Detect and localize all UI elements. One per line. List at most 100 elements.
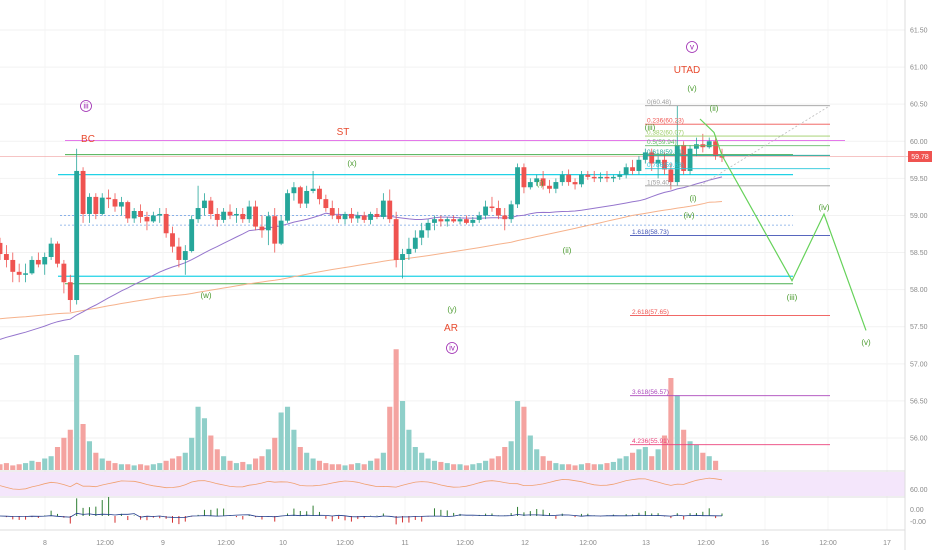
macd-tick-label: -0.00 xyxy=(910,519,926,526)
volume-bar xyxy=(649,456,655,470)
volume-bar xyxy=(189,437,195,470)
volume-bar xyxy=(342,465,348,470)
candle-body xyxy=(617,174,623,177)
grid xyxy=(0,0,905,530)
candle-body xyxy=(572,182,578,185)
fib-level-label: 0.236(60.23) xyxy=(647,118,684,125)
candle-body xyxy=(317,188,322,200)
oscillator-tick-label: 60.00 xyxy=(910,487,928,494)
candle-body xyxy=(297,187,303,204)
volume-bar xyxy=(431,460,438,470)
candle-body xyxy=(463,219,469,223)
volume-bar xyxy=(374,458,380,470)
volume-bar xyxy=(368,460,374,470)
candle-body xyxy=(368,213,374,220)
volume-bar xyxy=(483,460,489,470)
volume-bar xyxy=(86,441,93,470)
volume-bar xyxy=(16,464,22,470)
candle-body xyxy=(713,141,719,157)
candle-body xyxy=(23,273,28,275)
candle-body xyxy=(451,219,457,222)
volume-bar xyxy=(118,464,124,470)
candle-body xyxy=(502,215,508,220)
time-tick-label: 12:00 xyxy=(697,540,715,547)
candle-body xyxy=(259,226,265,231)
axes: 61.50 61.00 60.50 60.00 59.50 59.00 58.50 58.00… xyxy=(43,0,928,550)
volume-bar xyxy=(655,449,661,470)
wave-label-iii-a: (iii) xyxy=(645,123,656,132)
orange-moving-average xyxy=(0,201,723,320)
candle-body xyxy=(425,222,431,231)
volume-bar xyxy=(304,452,310,470)
volume-bar xyxy=(355,463,361,470)
volume-bar xyxy=(457,464,463,470)
candle-body xyxy=(150,215,156,222)
candle-body xyxy=(118,202,124,207)
candle-body xyxy=(3,254,9,260)
candle-body xyxy=(35,259,41,265)
wave-label-v-a: (v) xyxy=(687,84,697,93)
volume-bar xyxy=(463,465,469,470)
candle-body xyxy=(527,182,533,188)
oscillator-line xyxy=(0,477,723,490)
volume-bar xyxy=(412,447,418,470)
volume-bar xyxy=(470,464,476,470)
volume-bar xyxy=(514,401,521,470)
volume-bar xyxy=(246,464,252,470)
volume-bar xyxy=(700,452,706,470)
time-tick-label: 12:00 xyxy=(819,540,837,547)
volume-bar xyxy=(259,456,265,470)
fib-level-label: 4.236(55.91) xyxy=(632,438,669,445)
candle-body xyxy=(125,202,131,219)
candle-body xyxy=(106,197,112,200)
candle-body xyxy=(419,230,425,238)
candle-body xyxy=(406,248,412,255)
candle-body xyxy=(323,199,329,209)
volume-bar xyxy=(336,464,342,470)
wave-label-v-circled: v xyxy=(690,43,694,52)
candle-body xyxy=(489,206,495,209)
candle-body xyxy=(400,254,405,260)
volume-bar xyxy=(521,406,527,470)
volume-bar xyxy=(591,464,597,470)
volume-bar xyxy=(23,463,29,470)
fib-trend-line xyxy=(699,105,831,187)
candle-body xyxy=(74,170,80,301)
volume-bar xyxy=(585,463,591,470)
candle-body xyxy=(534,178,540,183)
volume-bar xyxy=(10,465,16,470)
candle-body xyxy=(87,196,92,214)
candle-body xyxy=(694,144,699,149)
volume-bar xyxy=(661,435,668,470)
volume-bar xyxy=(272,437,278,470)
candle-body xyxy=(547,185,552,189)
volume-bar xyxy=(48,456,54,470)
candle-body xyxy=(16,271,22,275)
candle-body xyxy=(687,148,693,171)
volume-bar xyxy=(706,456,712,470)
annotation-st: ST xyxy=(337,127,350,138)
wave-label-iv-a: (iv) xyxy=(683,211,694,220)
wave-label-i-b: (i) xyxy=(689,194,696,203)
volume-bar xyxy=(406,429,412,470)
candle-body xyxy=(649,152,655,164)
price-tick-label: 57.00 xyxy=(910,361,928,368)
volume-bar xyxy=(387,406,393,470)
volume-bar xyxy=(61,437,67,470)
volume-bar xyxy=(310,458,316,470)
volume-bar xyxy=(80,424,86,470)
fib-level-label: 0.786(59.63) xyxy=(647,162,684,169)
volume-bar xyxy=(240,461,246,470)
price-tick-label: 59.50 xyxy=(910,176,928,183)
candle-body xyxy=(157,213,163,216)
candle-body xyxy=(195,208,201,220)
volume-bar xyxy=(572,465,578,470)
volume-bar xyxy=(489,458,495,470)
candle-body xyxy=(182,251,188,260)
candle-body xyxy=(591,176,597,179)
candle-body xyxy=(0,242,3,255)
time-tick-label: 16 xyxy=(761,540,769,547)
volume-bar xyxy=(713,460,719,470)
